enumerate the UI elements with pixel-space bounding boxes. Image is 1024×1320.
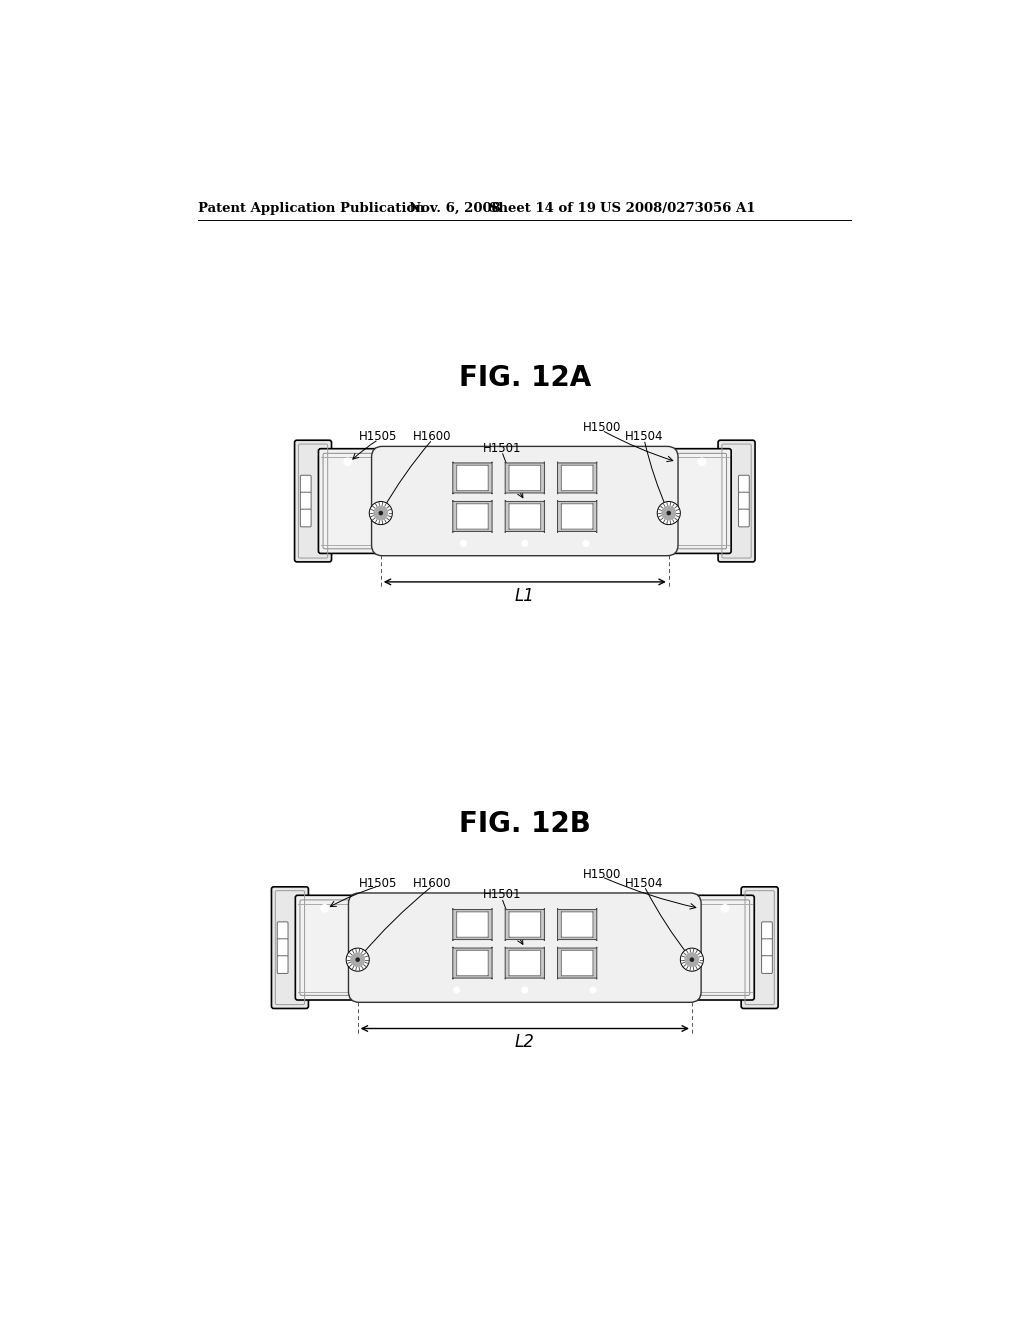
- FancyBboxPatch shape: [453, 462, 493, 494]
- Circle shape: [370, 502, 392, 524]
- Circle shape: [344, 458, 351, 466]
- FancyBboxPatch shape: [453, 946, 493, 979]
- Circle shape: [355, 957, 360, 962]
- FancyBboxPatch shape: [738, 510, 750, 527]
- Text: H1505: H1505: [359, 430, 397, 444]
- Text: H1500: H1500: [583, 867, 621, 880]
- Circle shape: [374, 506, 388, 520]
- FancyBboxPatch shape: [762, 939, 772, 957]
- FancyBboxPatch shape: [509, 465, 541, 491]
- FancyBboxPatch shape: [505, 500, 545, 533]
- FancyBboxPatch shape: [505, 462, 545, 494]
- Text: US 2008/0273056 A1: US 2008/0273056 A1: [600, 202, 756, 215]
- FancyBboxPatch shape: [453, 500, 493, 533]
- FancyBboxPatch shape: [271, 887, 308, 1008]
- FancyBboxPatch shape: [505, 946, 545, 979]
- Text: H1600: H1600: [413, 430, 452, 444]
- FancyBboxPatch shape: [457, 950, 488, 977]
- FancyBboxPatch shape: [300, 510, 311, 527]
- FancyBboxPatch shape: [457, 503, 488, 529]
- Circle shape: [321, 904, 329, 912]
- Text: FIG. 12B: FIG. 12B: [459, 810, 591, 838]
- Text: H1600: H1600: [413, 876, 452, 890]
- Text: FIG. 12A: FIG. 12A: [459, 364, 591, 392]
- FancyBboxPatch shape: [453, 908, 493, 941]
- FancyBboxPatch shape: [457, 911, 488, 937]
- Text: L1: L1: [515, 587, 535, 605]
- FancyBboxPatch shape: [300, 492, 311, 510]
- Text: H1504: H1504: [625, 876, 664, 890]
- FancyBboxPatch shape: [300, 475, 311, 492]
- FancyBboxPatch shape: [509, 503, 541, 529]
- Text: Patent Application Publication: Patent Application Publication: [199, 202, 425, 215]
- Text: L2: L2: [515, 1034, 535, 1051]
- Text: Nov. 6, 2008: Nov. 6, 2008: [410, 202, 501, 215]
- Circle shape: [521, 540, 528, 546]
- FancyBboxPatch shape: [278, 956, 288, 973]
- FancyBboxPatch shape: [318, 449, 731, 553]
- FancyBboxPatch shape: [457, 465, 488, 491]
- FancyBboxPatch shape: [741, 887, 778, 1008]
- Circle shape: [721, 904, 729, 912]
- Circle shape: [685, 953, 698, 966]
- Circle shape: [657, 502, 680, 524]
- FancyBboxPatch shape: [372, 446, 678, 556]
- Circle shape: [667, 511, 671, 515]
- Circle shape: [454, 987, 460, 993]
- FancyBboxPatch shape: [561, 465, 593, 491]
- Text: H1505: H1505: [359, 876, 397, 890]
- FancyBboxPatch shape: [557, 462, 597, 494]
- FancyBboxPatch shape: [738, 492, 750, 510]
- Text: Sheet 14 of 19: Sheet 14 of 19: [488, 202, 596, 215]
- FancyBboxPatch shape: [762, 956, 772, 973]
- Circle shape: [680, 948, 703, 972]
- Circle shape: [521, 987, 528, 993]
- Circle shape: [590, 987, 596, 993]
- FancyBboxPatch shape: [762, 921, 772, 940]
- FancyBboxPatch shape: [505, 908, 545, 941]
- FancyBboxPatch shape: [557, 946, 597, 979]
- Circle shape: [351, 953, 365, 966]
- Circle shape: [689, 957, 694, 962]
- FancyBboxPatch shape: [295, 895, 755, 1001]
- FancyBboxPatch shape: [718, 441, 755, 562]
- Text: H1500: H1500: [583, 421, 621, 434]
- Text: H1501: H1501: [482, 442, 521, 455]
- FancyBboxPatch shape: [557, 908, 597, 941]
- FancyBboxPatch shape: [561, 503, 593, 529]
- Circle shape: [346, 948, 370, 972]
- FancyBboxPatch shape: [295, 441, 332, 562]
- Circle shape: [379, 511, 383, 515]
- Text: H1501: H1501: [482, 888, 521, 902]
- Circle shape: [698, 458, 706, 466]
- FancyBboxPatch shape: [561, 950, 593, 977]
- Circle shape: [662, 506, 676, 520]
- FancyBboxPatch shape: [509, 950, 541, 977]
- Circle shape: [461, 540, 467, 546]
- FancyBboxPatch shape: [561, 911, 593, 937]
- FancyBboxPatch shape: [738, 475, 750, 492]
- Circle shape: [583, 540, 589, 546]
- FancyBboxPatch shape: [278, 921, 288, 940]
- FancyBboxPatch shape: [509, 911, 541, 937]
- FancyBboxPatch shape: [348, 892, 701, 1002]
- Text: H1504: H1504: [625, 430, 664, 444]
- FancyBboxPatch shape: [557, 500, 597, 533]
- FancyBboxPatch shape: [278, 939, 288, 957]
